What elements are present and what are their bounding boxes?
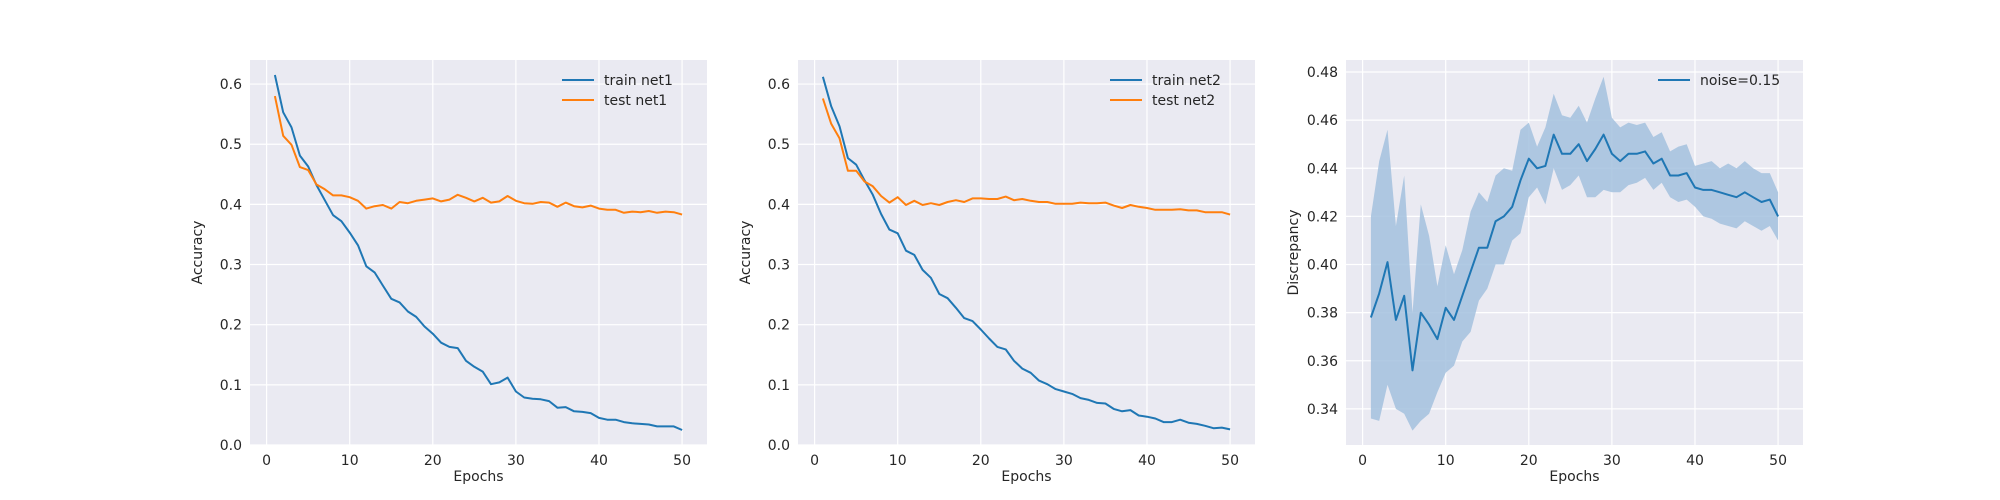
x-tick-label: 50	[1769, 453, 1787, 469]
y-tick-label: 0.38	[1307, 306, 1338, 322]
x-tick-label: 30	[1055, 453, 1073, 469]
x-tick-label: 40	[1138, 453, 1156, 469]
x-axis-label: Epochs	[1549, 469, 1599, 485]
legend: noise=0.15	[1658, 73, 1780, 89]
y-tick-label: 0.4	[220, 197, 242, 213]
confidence-band	[1370, 76, 1779, 431]
x-tick-label: 10	[889, 453, 907, 469]
legend-label: test net2	[1152, 93, 1215, 109]
y-tick-label: 0.5	[768, 137, 790, 153]
legend-label: train net1	[604, 73, 673, 89]
legend-label: test net1	[604, 93, 667, 109]
y-tick-label: 0.3	[768, 258, 790, 274]
y-tick-label: 0.44	[1307, 161, 1338, 177]
legend: train net1 test net1	[562, 73, 673, 109]
y-tick-label: 0.5	[220, 137, 242, 153]
x-tick-label: 40	[1686, 453, 1704, 469]
legend-label: noise=0.15	[1700, 73, 1780, 89]
legend-label: train net2	[1152, 73, 1221, 89]
x-tick-label: 0	[1358, 453, 1367, 469]
plot-background	[250, 60, 707, 445]
x-tick-label: 20	[972, 453, 990, 469]
y-tick-label: 0.1	[220, 378, 242, 394]
y-tick-label: 0.4	[768, 197, 790, 213]
y-tick-label: 0.0	[220, 438, 242, 454]
y-axis-label: Discrepancy	[1286, 209, 1302, 295]
chart-panel-3: 0 10 20 30 40 50 0.34 0.36 0.38 0.40 0.42 0.44 0.46 0…	[1286, 60, 1803, 485]
y-tick-label: 0.2	[220, 318, 242, 334]
y-tick-label: 0.6	[768, 77, 790, 93]
y-tick-label: 0.3	[220, 258, 242, 274]
x-tick-label: 0	[262, 453, 271, 469]
y-tick-label: 0.48	[1307, 65, 1338, 81]
series-line-2	[273, 95, 683, 216]
y-tick-label: 0.2	[768, 318, 790, 334]
y-tick-label: 0.6	[220, 77, 242, 93]
y-tick-label: 0.36	[1307, 354, 1338, 370]
series-line-1	[821, 76, 1231, 431]
x-axis-label: Epochs	[1001, 469, 1051, 485]
y-axis-label: Accuracy	[190, 221, 206, 285]
x-tick-label: 30	[1603, 453, 1621, 469]
x-tick-label: 20	[1520, 453, 1538, 469]
x-tick-label: 20	[424, 453, 442, 469]
x-tick-label: 0	[810, 453, 819, 469]
legend: train net2 test net2	[1110, 73, 1221, 109]
series-line-1	[273, 74, 683, 431]
series-line-1	[1369, 133, 1779, 372]
y-tick-label: 0.42	[1307, 209, 1338, 225]
y-tick-label: 0.34	[1307, 402, 1338, 418]
series-line-2	[821, 98, 1231, 216]
chart-panel-1: 0 10 20 30 40 50 0.0 0.1 0.2 0.3 0.4 0.5 0.6 Epochs Ac…	[190, 60, 707, 485]
x-tick-label: 30	[507, 453, 525, 469]
x-axis-label: Epochs	[453, 469, 503, 485]
chart-panel-2: 0 10 20 30 40 50 0.0 0.1 0.2 0.3 0.4 0.5 0.6 Epochs Ac…	[738, 60, 1255, 485]
y-tick-label: 0.1	[768, 378, 790, 394]
y-tick-label: 0.0	[768, 438, 790, 454]
x-tick-label: 10	[1437, 453, 1455, 469]
y-axis-label: Accuracy	[738, 221, 754, 285]
y-tick-label: 0.40	[1307, 258, 1338, 274]
x-tick-label: 40	[590, 453, 608, 469]
x-tick-label: 10	[341, 453, 359, 469]
x-tick-label: 50	[1221, 453, 1239, 469]
plot-background	[798, 60, 1255, 445]
x-tick-label: 50	[673, 453, 691, 469]
y-tick-label: 0.46	[1307, 113, 1338, 129]
